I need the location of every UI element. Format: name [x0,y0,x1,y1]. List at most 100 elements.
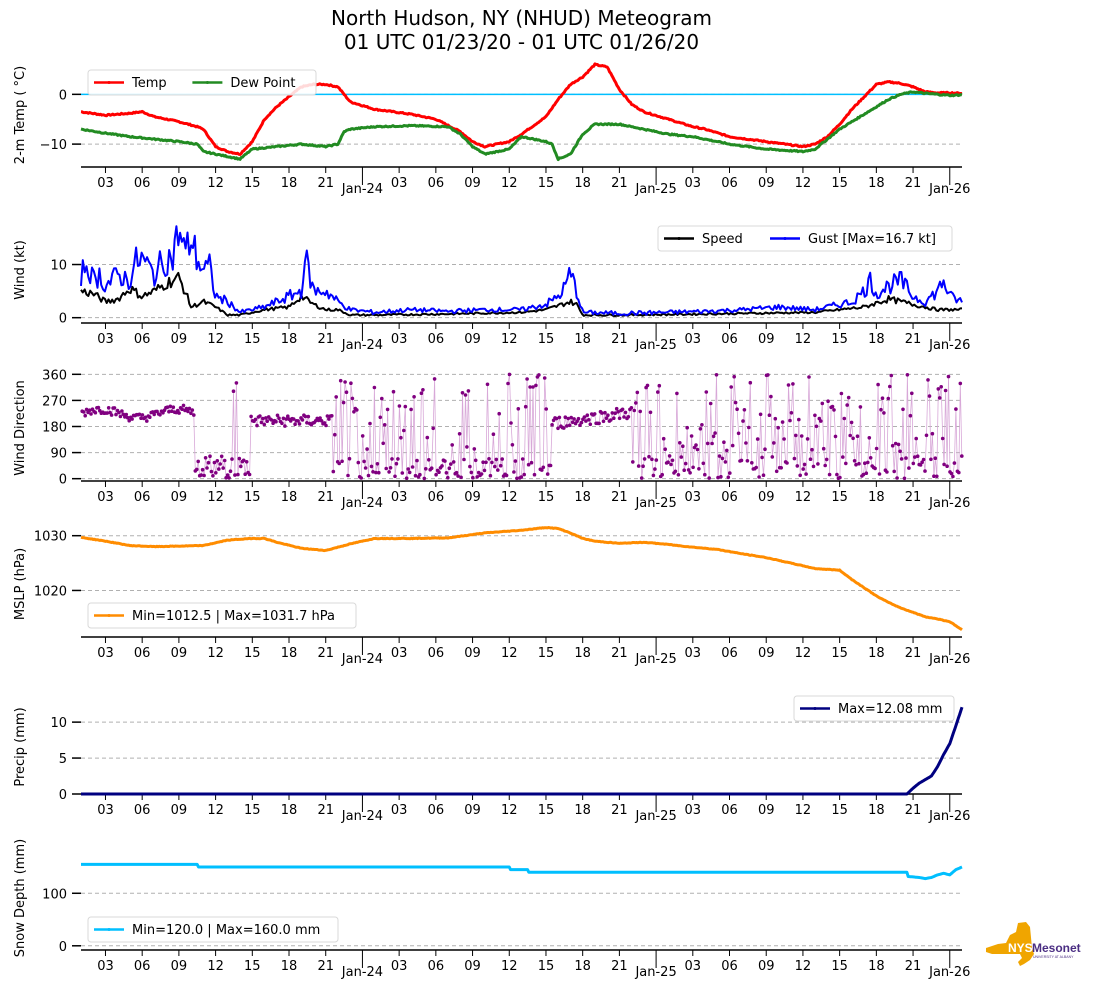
y-tick-label: 180 [42,421,67,436]
wind-direction-point [675,391,679,396]
wind-direction-point [830,404,835,409]
wind-direction-point [360,434,365,438]
wind-direction-point [588,422,593,427]
wind-direction-point [725,448,729,453]
wind-direction-point [819,419,823,423]
x-tick-label: 18 [868,490,885,505]
wind-direction-point [431,426,436,431]
wind-direction-point [582,415,587,419]
x-tick-label: 03 [685,490,702,505]
wind-direction-point [247,472,252,477]
wind-direction-point [184,406,189,411]
wind-direction-point [396,457,400,461]
wind-direction-point [719,474,723,479]
x-tick-label: 03 [97,959,114,974]
y-tick-label: 0 [59,788,67,803]
y-tick-label: 1030 [34,530,67,545]
x-tick-label: 03 [391,959,408,974]
wind-direction-point [330,414,334,418]
wind-direction-point [449,462,453,466]
x-tick-label: 09 [758,490,775,505]
wind-direction-point [844,461,848,466]
wind-direction-point [139,416,143,421]
wind-direction-point [203,456,208,460]
wind-direction-point [745,459,750,463]
wind-direction-point [824,457,829,462]
wind-direction-point [281,416,286,421]
series-line-max=12.08 [80,706,964,796]
x-tick-label: 12 [207,332,224,347]
y-axis-label: Snow Depth (mm) [13,839,28,957]
wind-direction-point [463,393,468,397]
wind-direction-point [940,436,945,441]
wind-direction-point [634,401,638,405]
wind-direction-point [421,388,425,392]
wind-direction-point [382,423,387,427]
legend-box [87,916,339,943]
x-tick-label: Jan-24 [341,182,383,197]
wind-direction-point [369,464,374,469]
wind-direction-point [219,454,224,459]
wind-direction-point [265,419,270,424]
x-tick-label: 12 [501,332,518,347]
wind-direction-point [861,472,866,477]
wind-direction-point [225,473,230,477]
wind-direction-point [286,414,290,419]
wind-direction-point [340,459,344,464]
legend-marker [677,237,681,240]
wind-direction-point [770,455,775,459]
x-tick-label: 12 [207,646,224,661]
x-tick-label: 15 [538,176,555,191]
wind-direction-point [911,461,916,466]
x-tick-label: 03 [685,332,702,347]
wind-direction-point [748,380,753,385]
wind-direction-point [889,373,894,378]
wind-direction-point [236,472,240,477]
series-line-dew [80,90,963,162]
wind-direction-point [460,391,465,395]
x-tick-label: 06 [134,803,151,818]
wind-direction-point [327,417,331,421]
wind-direction-point [857,461,861,466]
wind-direction-point [785,461,789,465]
wind-direction-point [297,422,302,426]
wind-direction-point [617,416,622,421]
wind-direction-point [616,410,620,414]
wind-direction-point [600,411,604,415]
x-tick-label: 12 [501,176,518,191]
wind-direction-point [760,455,764,460]
wind-direction-point [954,407,958,411]
wind-direction-point [402,428,406,433]
wind-direction-point [523,404,528,409]
wind-direction-point [84,407,89,412]
wind-direction-point [657,383,662,388]
wind-direction-point [587,418,591,422]
x-tick-label: 06 [721,959,738,974]
wind-direction-point [736,431,741,436]
legend-marker [205,81,209,84]
wind-direction-point [744,441,748,445]
wind-direction-point [415,458,419,463]
y-tick-label: 270 [42,394,67,409]
x-tick-label: 03 [685,176,702,191]
wind-direction-point [904,456,908,460]
wind-direction-point [713,431,717,435]
y-axis-label: Wind (kt) [13,240,28,300]
x-tick-label: 09 [171,959,188,974]
x-tick-label: 15 [831,176,848,191]
x-tick-label: 21 [317,646,334,661]
wind-direction-point [758,412,763,417]
wind-direction-point [892,469,896,474]
wind-direction-point [852,459,857,463]
x-tick-label: 12 [207,803,224,818]
wind-direction-point [228,469,233,474]
legend-marker [107,614,111,617]
wind-direction-point [264,416,268,420]
x-tick-label: 09 [464,176,481,191]
wind-direction-point [683,461,688,466]
wind-direction-point [915,454,920,459]
wind-direction-point [541,465,546,470]
wind-direction-point [356,460,361,465]
wind-direction-point [471,475,475,480]
